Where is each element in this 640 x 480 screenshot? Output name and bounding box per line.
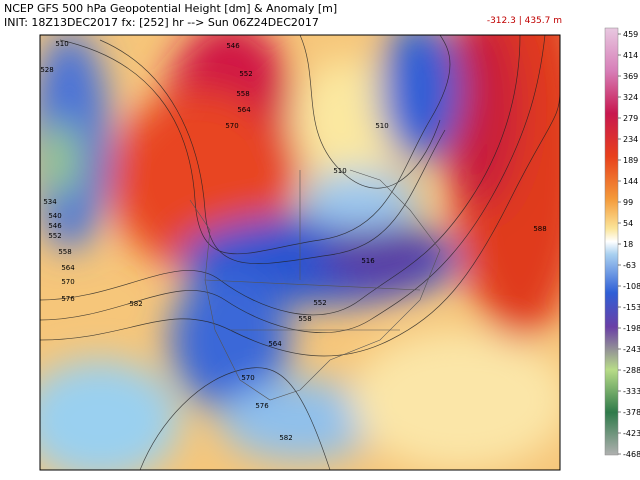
- contour-label: 570: [241, 374, 254, 382]
- contour-label: 534: [43, 198, 57, 206]
- map-title: NCEP GFS 500 hPa Geopotential Height [dm…: [4, 2, 338, 15]
- colorbar-label: 234: [623, 135, 638, 144]
- colorbar-label: 18: [623, 240, 633, 249]
- coastlines: [189, 169, 441, 401]
- contour-label: 558: [298, 315, 311, 323]
- contour-label: 582: [129, 300, 142, 308]
- anomaly-range: -312.3 | 435.7 m: [486, 16, 562, 26]
- contour-label: 540: [48, 212, 61, 220]
- contour-label: 564: [237, 106, 251, 114]
- contour-label: 552: [313, 299, 326, 307]
- colorbar-label: 414: [623, 51, 638, 60]
- colorbar-label: -333: [623, 387, 640, 396]
- contour-label: 570: [225, 122, 238, 130]
- colorbar-label: -153: [623, 303, 640, 312]
- colorbar-label: 144: [623, 177, 638, 186]
- colorbar-label: -288: [623, 366, 640, 375]
- colorbar-label: 99: [623, 198, 633, 207]
- map-field: [40, 35, 560, 470]
- map-frame: [39, 34, 561, 471]
- colorbar-label: -63: [623, 261, 636, 270]
- contour-label: 510: [55, 40, 68, 48]
- colorbar-label: -108: [623, 282, 640, 291]
- colorbar-label: -423: [623, 429, 640, 438]
- contour-label: 576: [61, 295, 75, 303]
- contour-label: 570: [61, 278, 74, 286]
- contour-label: 552: [239, 70, 252, 78]
- contour-label: 546: [226, 42, 240, 50]
- contour-label: 558: [58, 248, 71, 256]
- contour-label: 528: [40, 66, 53, 74]
- colorbar-label: 189: [623, 156, 638, 165]
- contour-label: 510: [375, 122, 388, 130]
- contour-label: 558: [236, 90, 249, 98]
- contour-label: 564: [61, 264, 75, 272]
- colorbar-label: 369: [623, 72, 638, 81]
- contour-label: 552: [48, 232, 61, 240]
- contour-label: 516: [361, 257, 375, 265]
- contour-label: 546: [48, 222, 62, 230]
- colorbar-label: -468: [623, 450, 640, 459]
- colorbar-label: 324: [623, 93, 638, 102]
- contour-label: 582: [279, 434, 292, 442]
- colorbar: [604, 27, 619, 456]
- colorbar-label: -378: [623, 408, 640, 417]
- colorbar-label: -243: [623, 345, 640, 354]
- init-time: INIT: 18Z13DEC2017 fx: [252] hr --> Sun …: [4, 16, 319, 29]
- contour-label: 564: [268, 340, 282, 348]
- contour-label: 576: [255, 402, 269, 410]
- colorbar-label: 54: [623, 219, 633, 228]
- contour-label: 588: [533, 225, 546, 233]
- height-contours: [40, 35, 560, 470]
- contour-label: 510: [333, 167, 346, 175]
- colorbar-label: -198: [623, 324, 640, 333]
- colorbar-label: 459: [623, 30, 638, 39]
- colorbar-label: 279: [623, 114, 638, 123]
